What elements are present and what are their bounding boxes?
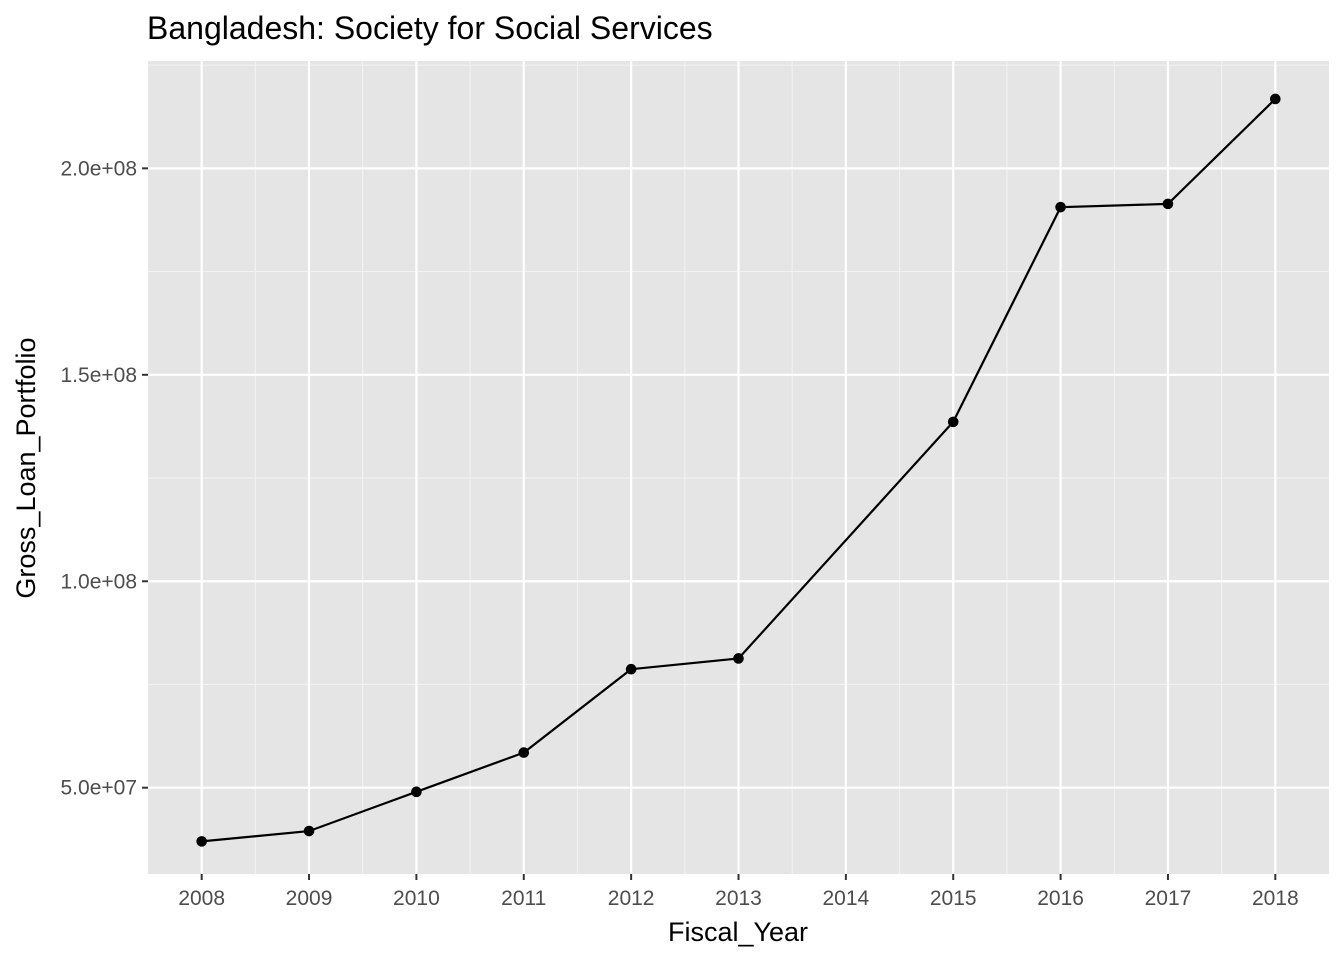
x-tick-label: 2013 bbox=[715, 887, 762, 910]
x-tick-label: 2012 bbox=[608, 887, 655, 910]
y-axis-title: Gross_Loan_Portfolio bbox=[11, 337, 41, 598]
y-tick-label: 1.0e+08 bbox=[61, 570, 138, 593]
x-tick-label: 2014 bbox=[823, 887, 870, 910]
x-tick-label: 2009 bbox=[286, 887, 333, 910]
data-point bbox=[196, 836, 207, 847]
data-point bbox=[1162, 198, 1174, 210]
data-point bbox=[1270, 93, 1281, 105]
x-tick-label: 2010 bbox=[393, 887, 440, 910]
series-layer bbox=[196, 93, 1281, 847]
y-tick-label: 5.0e+07 bbox=[61, 777, 138, 800]
data-point bbox=[518, 747, 530, 758]
grid-major bbox=[148, 61, 1329, 874]
data-point bbox=[733, 653, 744, 664]
x-tick-label: 2016 bbox=[1037, 887, 1084, 910]
data-point bbox=[411, 786, 422, 798]
data-point bbox=[303, 825, 315, 837]
x-axis-title: Fiscal_Year bbox=[668, 917, 808, 947]
y-axis: 5.0e+07 1.0e+08 1.5e+08 2.0e+08 bbox=[61, 157, 148, 800]
x-tick-label: 2011 bbox=[501, 887, 546, 910]
chart-title: Bangladesh: Society for Social Services bbox=[147, 10, 713, 46]
x-axis: 2008 2009 2010 2011 2012 2013 2014 2015 2016 2017… bbox=[178, 874, 1299, 910]
y-tick-label: 1.5e+08 bbox=[61, 364, 138, 387]
x-tick-label: 2015 bbox=[930, 887, 977, 910]
series-line bbox=[201, 98, 1277, 843]
data-point bbox=[625, 663, 637, 675]
data-point bbox=[1055, 201, 1066, 213]
x-tick-label: 2008 bbox=[178, 887, 225, 910]
x-tick-label: 2018 bbox=[1252, 887, 1299, 910]
x-tick-label: 2017 bbox=[1145, 887, 1192, 910]
data-point bbox=[947, 416, 959, 428]
y-tick-label: 2.0e+08 bbox=[61, 157, 138, 180]
